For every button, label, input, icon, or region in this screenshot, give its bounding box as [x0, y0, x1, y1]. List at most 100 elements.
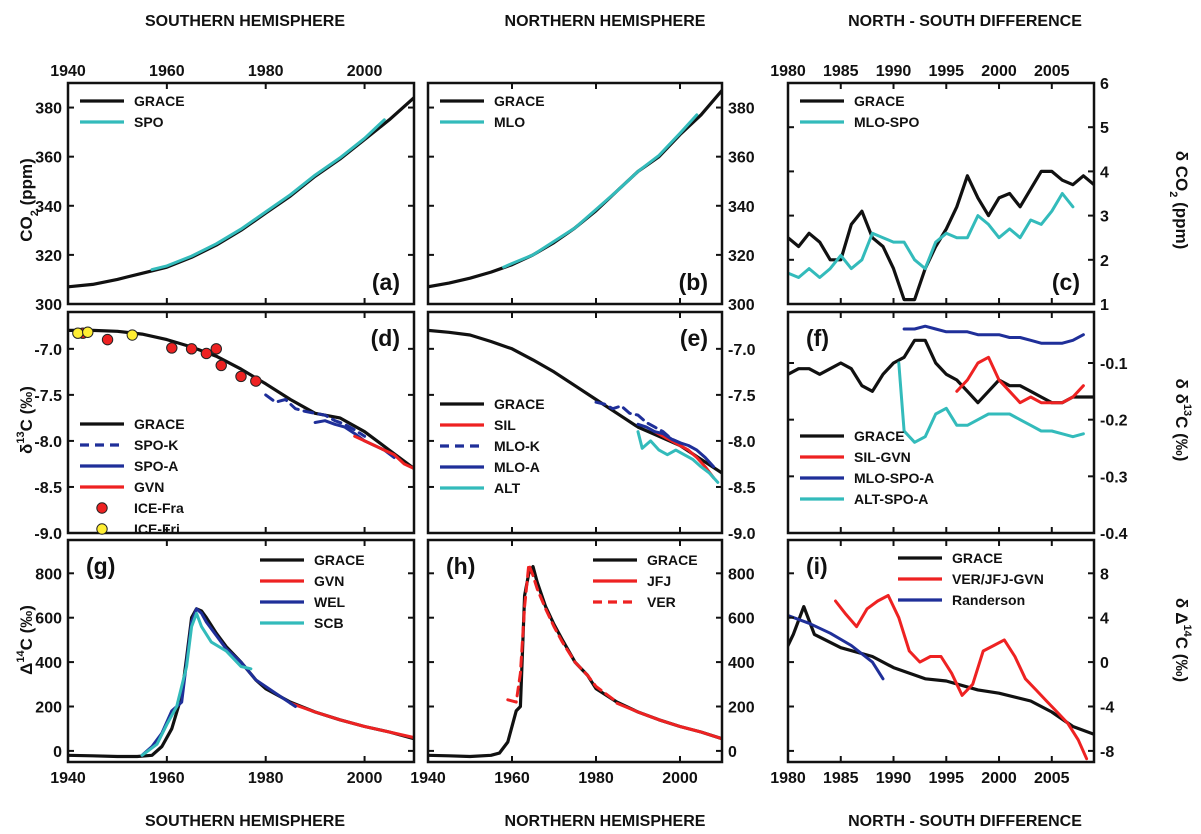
- xtick-label-i-0: 1980: [770, 770, 806, 787]
- plot-area-i: [788, 594, 1094, 761]
- ytick-label-a-1: 320: [35, 248, 62, 265]
- ytick-label-c-0: 1: [1100, 297, 1109, 314]
- footer-southern: SOUTHERN HEMISPHERE: [145, 813, 345, 830]
- ytick-label-c-4: 5: [1100, 120, 1109, 137]
- panel-g: 0 200 400 600 800 1940 1960 1980 2000 (g) GRACE GVN…: [35, 538, 416, 787]
- frame-i: [786, 538, 1096, 764]
- panel-label-e: (e): [680, 325, 708, 351]
- xtick-label-c-5: 2005: [1034, 63, 1070, 80]
- series-d-grace: [68, 328, 414, 471]
- ytick-label-c-2: 3: [1100, 209, 1109, 226]
- ytick-label-d-3: -7.5: [34, 388, 62, 405]
- series-g-grace: [68, 607, 414, 759]
- legend-label-e-4: ALT: [494, 480, 521, 496]
- series-f-sil-gvn: [955, 355, 1085, 405]
- ytick-label-e-0: -9.0: [728, 526, 756, 543]
- ytick-label-e-3: -7.5: [728, 388, 756, 405]
- frame-f: [786, 310, 1096, 535]
- series-f-grace: [788, 338, 1094, 405]
- xtick-label-c-0: 1980: [770, 63, 806, 80]
- legend-label-b-0: GRACE: [494, 93, 545, 109]
- legend-label-c-0: GRACE: [854, 93, 905, 109]
- xtick-label-g-3: 2000: [347, 770, 383, 787]
- plot-area-g: [68, 607, 414, 759]
- legend-label-f-3: ALT-SPO-A: [854, 491, 928, 507]
- frame-e: [426, 310, 724, 535]
- ylabel-d13c: δ13C (‰): [15, 386, 36, 454]
- panel-f: -0.4 -0.3 -0.2 -0.1 (f) GRACE SIL-GVN MLO-SPO-A…: [786, 310, 1128, 543]
- series-g-gvn: [288, 701, 414, 740]
- series-d-spo-k: [264, 393, 367, 438]
- series-i-ver/jfj-gvn: [834, 594, 1089, 761]
- legend-label-h-1: JFJ: [647, 573, 671, 589]
- legend-label-g-1: GVN: [314, 573, 344, 589]
- ytick-label-c-3: 4: [1100, 164, 1109, 181]
- ytick-label-d-4: -7.0: [34, 342, 62, 359]
- series-g-wel: [140, 607, 297, 757]
- marker-d-ice-fri-0: [72, 327, 84, 339]
- ytick-label-i-3: 4: [1100, 611, 1109, 628]
- ytick-label-b-1: 320: [728, 248, 755, 265]
- xtick-label-g-0: 1940: [50, 770, 86, 787]
- ytick-label-a-2: 340: [35, 199, 62, 216]
- series-h-ver: [506, 562, 619, 704]
- ytick-label-b-0: 300: [728, 297, 755, 314]
- xtick-label-a-2: 1980: [248, 63, 284, 80]
- xtick-label-a-0: 1940: [50, 63, 86, 80]
- legend-marker-d-4: [96, 502, 108, 514]
- legend-label-f-2: MLO-SPO-A: [854, 470, 934, 486]
- plot-area-a: [68, 96, 414, 289]
- panel-h: 0 200 400 600 800 1940 1960 1980 2000 (h) GRACE JFJ…: [410, 538, 755, 787]
- ytick-label-e-4: -7.0: [728, 342, 756, 359]
- frame-g: [66, 538, 416, 764]
- series-a-grace: [68, 96, 414, 289]
- xtick-label-a-1: 1960: [149, 63, 185, 80]
- panel-c: 1 2 3 4 5 6 1980 1985 1990 1995 2000 2005 (c) GRACE ML…: [770, 63, 1109, 314]
- xtick-label-c-1: 1985: [823, 63, 859, 80]
- panel-label-i: (i): [806, 553, 828, 579]
- legend-label-i-1: VER/JFJ-GVN: [952, 571, 1044, 587]
- top-headers: SOUTHERN HEMISPHERE NORTHERN HEMISPHERE …: [145, 13, 1082, 30]
- series-e-alt: [636, 430, 720, 484]
- series-h-jfj: [615, 701, 722, 741]
- plot-area-b: [428, 88, 722, 289]
- ytick-label-i-2: 0: [1100, 655, 1109, 672]
- legend-label-d-0: GRACE: [134, 416, 185, 432]
- ylabel-dd14c: δ Δ14C (‰): [1172, 598, 1193, 682]
- panel-label-a: (a): [372, 269, 400, 295]
- panel-d: -9.0 -8.5 -8.0 -7.5 -7.0 (d) GRACE SPO-K SPO-A GV…: [34, 310, 416, 543]
- series-f-mlo-spo-a: [902, 324, 1085, 345]
- ytick-label-b-4: 380: [728, 101, 755, 118]
- legend-label-i-0: GRACE: [952, 550, 1003, 566]
- panel-label-h: (h): [446, 553, 475, 579]
- header-northern: NORTHERN HEMISPHERE: [505, 13, 706, 30]
- ytick-label-f-1: -0.3: [1100, 469, 1128, 486]
- ytick-label-a-4: 380: [35, 101, 62, 118]
- marker-d-ice-fra-5: [210, 343, 222, 355]
- ytick-label-d-0: -9.0: [34, 526, 62, 543]
- legend-label-h-2: VER: [647, 594, 676, 610]
- legend-label-e-2: MLO-K: [494, 438, 540, 454]
- series-b-grace: [428, 88, 722, 289]
- xtick-label-h-3: 2000: [662, 770, 698, 787]
- ylabel-dco2: δ CO2 (ppm): [1167, 151, 1191, 250]
- xtick-label-a-3: 2000: [347, 63, 383, 80]
- panel-label-f: (f): [806, 325, 829, 351]
- legend-label-a-1: SPO: [134, 114, 164, 130]
- xtick-label-c-2: 1990: [876, 63, 912, 80]
- marker-d-ice-fra-6: [215, 359, 227, 372]
- ytick-label-b-2: 340: [728, 199, 755, 216]
- ytick-label-h-2: 400: [728, 655, 755, 672]
- ytick-label-f-3: -0.1: [1100, 356, 1128, 373]
- legend-label-d-4: ICE-Fra: [134, 500, 184, 516]
- series-b-mlo: [502, 113, 699, 269]
- ytick-label-b-3: 360: [728, 150, 755, 167]
- panel-a: 300 320 340 360 380 1940 1960 1980 2000 (a) GRACE S…: [35, 63, 416, 314]
- series-i-randerson: [788, 614, 885, 681]
- series-c-mlo-spo: [788, 192, 1075, 279]
- ytick-label-g-2: 400: [35, 655, 62, 672]
- legend-label-d-2: SPO-A: [134, 458, 178, 474]
- plot-area-h: [428, 562, 722, 759]
- panel-label-g: (g): [86, 553, 115, 579]
